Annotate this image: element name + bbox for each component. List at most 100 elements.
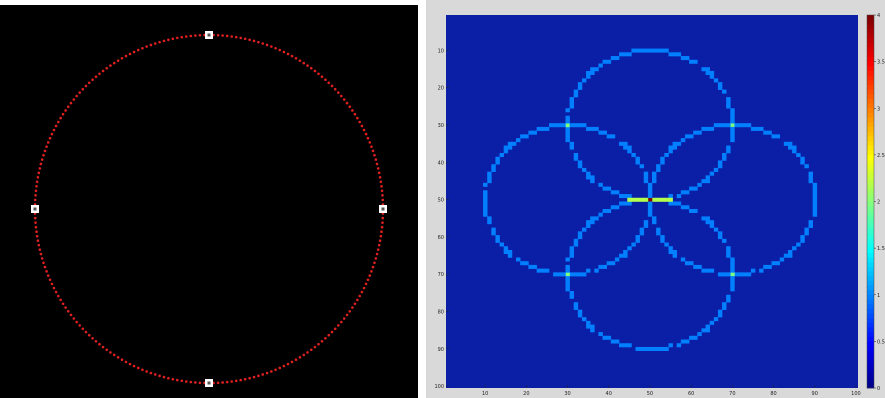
colorbar-tick-label: 4 [877, 13, 880, 19]
heatmap-cell [660, 197, 665, 202]
circle-plot [31, 31, 387, 387]
heatmap-cell [565, 134, 570, 139]
circle-dot [72, 98, 76, 101]
colorbar-segment [867, 126, 874, 132]
heatmap-cell [602, 264, 607, 269]
heatmap-cell [598, 212, 603, 217]
y-tick-label: 80 [438, 310, 444, 316]
heatmap-cell [573, 302, 579, 307]
circle-dot [171, 37, 175, 41]
heatmap-cell [652, 346, 657, 351]
heatmap-cell [528, 264, 533, 269]
circle-dot [61, 302, 65, 306]
heatmap-cell [705, 126, 710, 131]
colorbar-segment [867, 108, 874, 114]
heatmap-cell [755, 126, 760, 131]
heatmap-cell [586, 171, 591, 176]
circle-dot [64, 109, 67, 112]
colorbar-segment [867, 192, 874, 198]
heatmap-cell [619, 52, 624, 57]
heatmap-cells [483, 48, 818, 351]
circle-dot [243, 377, 247, 381]
circle-dot [353, 302, 357, 306]
heatmap-cell [697, 182, 702, 187]
heatmap-cell [717, 272, 723, 277]
heatmap-cell [581, 317, 587, 322]
heatmap-cell [689, 261, 694, 266]
marker-bottom [205, 379, 213, 387]
heatmap-cell [631, 242, 636, 247]
heatmap-cell [717, 309, 723, 314]
heatmap-cell [495, 156, 500, 161]
heatmap-cell [722, 238, 727, 243]
heatmap-cell [668, 197, 673, 202]
heatmap-cell [561, 123, 566, 128]
heatmap-cell [812, 201, 818, 206]
circle-dot [105, 348, 109, 352]
heatmap-cell [787, 141, 793, 146]
heatmap-cell [717, 313, 723, 318]
x-tick-label: 80 [770, 391, 776, 397]
heatmap-cell [569, 97, 575, 102]
heatmap-cell [808, 223, 813, 228]
heatmap-cell [717, 85, 723, 90]
heatmap-cell [577, 123, 583, 128]
circle-dot [171, 377, 175, 381]
heatmap-cell [717, 160, 723, 165]
heatmap-cell [684, 56, 690, 61]
heatmap-cell [602, 186, 607, 191]
heatmap-cell [586, 74, 591, 79]
heatmap-cell [565, 264, 570, 269]
colorbar-segment [867, 47, 874, 53]
heatmap-cell [800, 238, 805, 243]
circle-dot [348, 105, 352, 109]
heatmap-cell [639, 346, 645, 351]
colorbar-tick-label: 2 [877, 200, 880, 206]
heatmap-cell [713, 167, 719, 172]
heatmap-cell [717, 235, 723, 240]
heatmap-cell [800, 235, 805, 240]
colorbar-segment [867, 308, 874, 314]
circle-dot [120, 57, 124, 60]
heatmap-cell [796, 242, 801, 247]
heatmap-cell [726, 145, 731, 150]
heatmap-cell [569, 294, 575, 299]
heatmap-cell [746, 272, 752, 277]
heatmap-cell [804, 164, 809, 169]
heatmap-cell [487, 175, 492, 180]
heatmap-cell [569, 123, 575, 128]
heatmap-cell [668, 249, 673, 255]
heatmap-cell [544, 126, 550, 131]
heatmap-cell [635, 346, 640, 351]
circle-dot [48, 136, 52, 140]
circle-dot [320, 340, 324, 343]
colorbar-segment [867, 257, 874, 263]
circle-dot [330, 330, 334, 334]
circle-dot [270, 370, 273, 373]
heatmap-cell [660, 160, 665, 165]
circle-dot [376, 167, 380, 170]
colorbar-segment [867, 70, 874, 77]
heatmap-cell [808, 220, 813, 225]
heatmap-cell [771, 261, 776, 266]
circle-dot [128, 362, 132, 366]
heatmap-cell [726, 123, 731, 128]
circle-dot [35, 180, 39, 184]
heatmap-cell [693, 208, 698, 213]
heatmap-cell [812, 197, 818, 202]
x-tick-label: 90 [812, 391, 818, 397]
heatmap-cell [726, 104, 731, 109]
heatmap-cell [573, 153, 579, 158]
circle-dot [91, 337, 94, 340]
circle-dot [109, 64, 112, 67]
circle-dot [294, 358, 298, 361]
colorbar-segment [867, 159, 874, 165]
circle-dot [38, 167, 42, 170]
circle-dot [37, 171, 41, 175]
circle-dot [43, 265, 47, 269]
heatmap-cell [491, 164, 496, 169]
heatmap-cell [606, 261, 612, 266]
heatmap-cell [730, 134, 735, 139]
heatmap-cell [726, 97, 731, 102]
heatmap-cell [524, 261, 529, 266]
